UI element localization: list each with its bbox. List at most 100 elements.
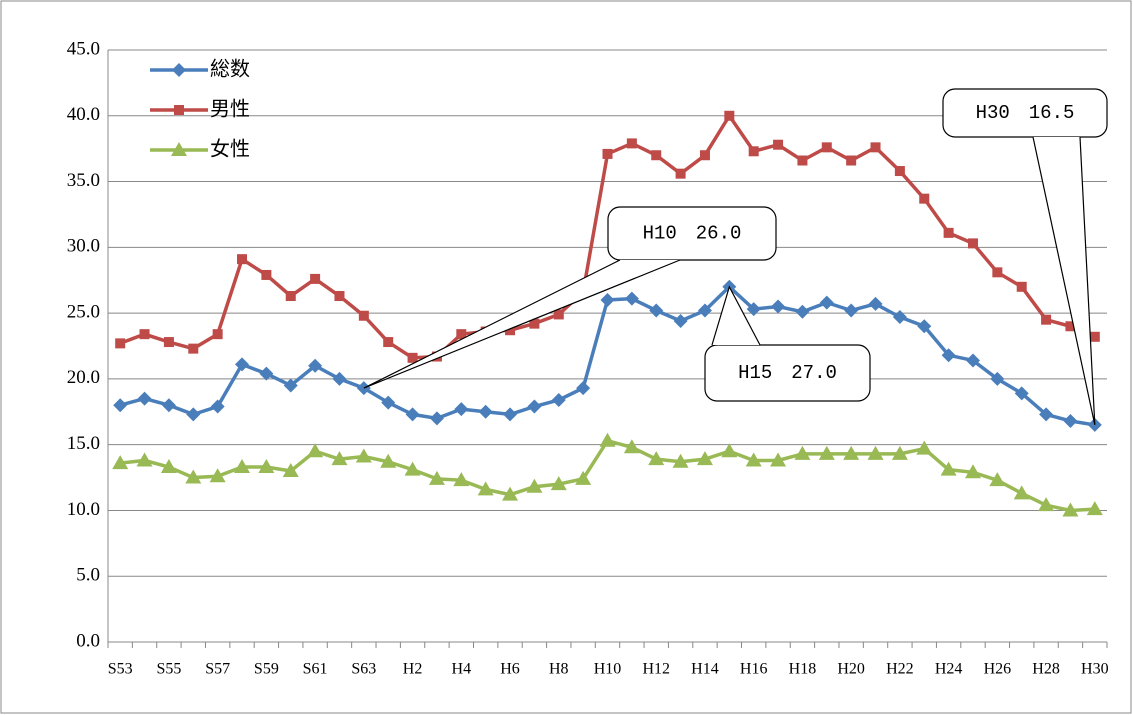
x-tick-label: H20 bbox=[837, 661, 865, 678]
callout-box bbox=[607, 206, 777, 261]
marker bbox=[405, 407, 420, 422]
marker bbox=[308, 358, 323, 373]
marker bbox=[623, 439, 640, 454]
marker bbox=[259, 366, 274, 381]
marker bbox=[380, 453, 397, 468]
marker bbox=[576, 381, 591, 396]
marker bbox=[771, 299, 786, 314]
marker bbox=[724, 110, 735, 121]
marker bbox=[818, 445, 835, 460]
marker bbox=[551, 392, 566, 407]
y-tick-label: 45.0 bbox=[67, 38, 100, 59]
marker bbox=[919, 193, 930, 204]
x-tick-label: H2 bbox=[403, 661, 423, 678]
marker bbox=[941, 348, 956, 363]
marker bbox=[112, 455, 129, 470]
marker bbox=[185, 469, 202, 484]
callout-pointer bbox=[1032, 136, 1096, 426]
marker bbox=[553, 309, 564, 320]
marker bbox=[454, 402, 469, 417]
marker bbox=[381, 395, 396, 410]
x-tick-label: H6 bbox=[500, 661, 520, 678]
marker bbox=[651, 150, 662, 161]
y-tick-label: 30.0 bbox=[67, 236, 100, 257]
marker bbox=[161, 398, 176, 413]
marker bbox=[453, 472, 470, 487]
callout-text: H30 16.5 bbox=[976, 102, 1075, 124]
marker bbox=[526, 478, 543, 493]
callout-pointer bbox=[711, 285, 761, 346]
x-tick-label: S61 bbox=[303, 661, 328, 678]
y-tick-label: 10.0 bbox=[67, 499, 100, 520]
marker bbox=[600, 292, 615, 307]
marker bbox=[773, 139, 784, 150]
marker bbox=[602, 148, 613, 159]
marker bbox=[212, 329, 223, 340]
callout-pointer-fill bbox=[712, 286, 760, 345]
x-tick-label: S57 bbox=[205, 661, 230, 678]
marker bbox=[237, 254, 248, 265]
marker bbox=[917, 319, 932, 334]
marker bbox=[258, 459, 275, 474]
marker bbox=[721, 443, 738, 458]
x-tick-label: H8 bbox=[549, 661, 569, 678]
marker bbox=[916, 440, 933, 455]
x-tick-label: H16 bbox=[740, 661, 768, 678]
x-tick-label: H30 bbox=[1081, 661, 1109, 678]
marker bbox=[599, 432, 616, 447]
marker bbox=[334, 291, 345, 302]
x-tick-label: H12 bbox=[642, 661, 670, 678]
marker bbox=[1013, 485, 1030, 500]
x-tick-label: H18 bbox=[789, 661, 817, 678]
marker bbox=[1039, 407, 1054, 422]
marker bbox=[478, 404, 493, 419]
y-tick-label: 25.0 bbox=[67, 301, 100, 322]
marker bbox=[282, 462, 299, 477]
marker bbox=[844, 303, 859, 318]
x-tick-label: H26 bbox=[984, 661, 1012, 678]
marker bbox=[673, 314, 688, 329]
legend-marker bbox=[171, 142, 187, 156]
marker bbox=[115, 338, 126, 349]
callout-box bbox=[942, 88, 1108, 138]
marker bbox=[1016, 281, 1027, 292]
marker bbox=[1041, 314, 1052, 325]
marker bbox=[696, 451, 713, 466]
marker bbox=[624, 291, 639, 306]
marker bbox=[355, 448, 372, 463]
marker bbox=[332, 371, 347, 386]
marker bbox=[1062, 502, 1079, 517]
marker bbox=[188, 343, 199, 354]
marker bbox=[697, 303, 712, 318]
marker bbox=[527, 399, 542, 414]
marker bbox=[503, 407, 518, 422]
marker bbox=[990, 371, 1005, 386]
legend-label: 女性 bbox=[210, 137, 250, 161]
marker bbox=[502, 486, 519, 501]
marker bbox=[307, 443, 324, 458]
callout-box bbox=[704, 344, 871, 402]
marker bbox=[283, 378, 298, 393]
marker bbox=[867, 445, 884, 460]
marker bbox=[429, 411, 444, 426]
marker bbox=[843, 445, 860, 460]
y-tick-label: 40.0 bbox=[67, 104, 100, 125]
x-tick-label: H28 bbox=[1032, 661, 1060, 678]
marker bbox=[846, 155, 857, 166]
marker bbox=[770, 452, 787, 467]
marker bbox=[892, 310, 907, 325]
marker bbox=[163, 337, 174, 348]
legend-label: 総数 bbox=[210, 57, 250, 81]
marker bbox=[331, 451, 348, 466]
marker bbox=[456, 329, 467, 340]
marker bbox=[891, 445, 908, 460]
marker bbox=[989, 472, 1006, 487]
marker bbox=[794, 445, 811, 460]
marker bbox=[1038, 497, 1055, 512]
x-tick-label: S59 bbox=[254, 661, 279, 678]
x-tick-label: H14 bbox=[691, 661, 719, 678]
marker bbox=[992, 267, 1003, 278]
marker bbox=[137, 391, 152, 406]
marker bbox=[1063, 413, 1078, 428]
